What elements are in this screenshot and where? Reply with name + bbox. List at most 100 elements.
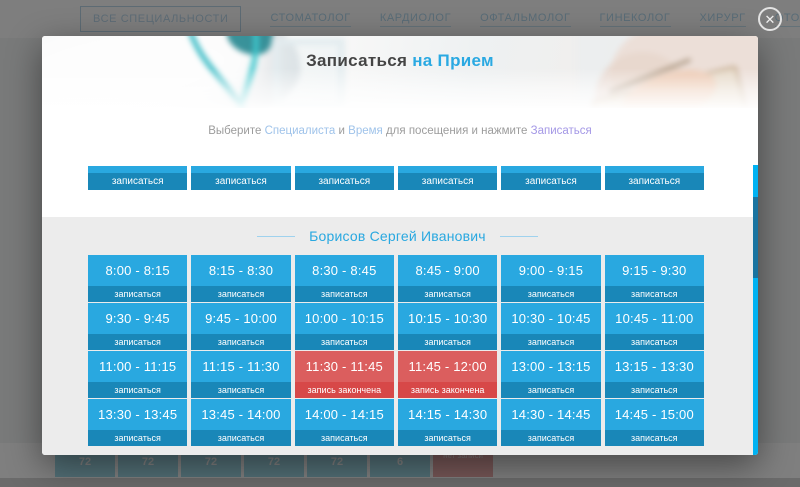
partial-slot-column: записаться	[294, 166, 394, 190]
doctor-heading: Борисов Сергей Иванович	[42, 228, 753, 244]
time-slot-row: 9:30 - 9:45 записаться 9:45 - 10:00 записат…	[88, 303, 704, 350]
instruction-segment: для посещения и нажмите	[382, 125, 531, 137]
slot-time-label: 10:30 - 10:45	[501, 303, 601, 334]
slot-action-label[interactable]: записаться	[501, 382, 601, 398]
instruction-segment: и	[335, 125, 349, 137]
slot-time-label: 9:30 - 9:45	[88, 303, 188, 334]
time-slot[interactable]: 14:15 - 14:30 записаться	[397, 399, 498, 446]
book-button[interactable]: записаться	[397, 173, 498, 190]
slot-time-label: 10:45 - 11:00	[604, 303, 704, 334]
modal-title: Записаться на Прием	[42, 51, 758, 71]
slot-action-label[interactable]: записаться	[294, 286, 394, 302]
heading-line-right	[499, 235, 538, 237]
time-slot[interactable]: 10:00 - 10:15 записаться	[294, 303, 394, 350]
slot-time-label: 10:00 - 10:15	[294, 303, 394, 334]
time-slot[interactable]: 14:45 - 15:00 записаться	[604, 399, 704, 446]
time-slot[interactable]: 13:30 - 13:45 записаться	[88, 399, 188, 446]
slot-action-label[interactable]: записаться	[294, 334, 394, 350]
slot-action-label[interactable]: записаться	[191, 382, 291, 398]
time-slot-row: 13:30 - 13:45 записаться 13:45 - 14:00 запи…	[88, 399, 704, 446]
instruction-text: Выберите Специалиста и Время для посещен…	[42, 125, 758, 137]
slot-action-label[interactable]: записаться	[294, 430, 394, 446]
partial-slot-column: записаться	[604, 166, 704, 190]
slot-time-label: 14:45 - 15:00	[604, 399, 704, 430]
time-slot[interactable]: 8:45 - 9:00 записаться	[397, 255, 498, 302]
slot-action-label[interactable]: записаться	[604, 382, 704, 398]
slot-action-label[interactable]: записаться	[88, 334, 188, 350]
time-slot[interactable]: 14:30 - 14:45 записаться	[501, 399, 601, 446]
book-button[interactable]: записаться	[294, 173, 394, 190]
scrollbar-thumb[interactable]	[753, 197, 758, 278]
book-button[interactable]: записаться	[191, 173, 291, 190]
slot-action-label[interactable]: записаться	[604, 286, 704, 302]
doctor-schedule-panel: Борисов Сергей Иванович 8:00 - 8:15 запис…	[42, 217, 753, 455]
slot-action-label[interactable]: записаться	[501, 286, 601, 302]
book-button[interactable]: записаться	[501, 173, 601, 190]
time-slot[interactable]: 9:00 - 9:15 записаться	[501, 255, 601, 302]
slot-action-label[interactable]: записаться	[501, 430, 601, 446]
slot-action-label[interactable]: записаться	[604, 334, 704, 350]
time-slot[interactable]: 10:30 - 10:45 записаться	[501, 303, 601, 350]
modal-title-part2: на Прием	[412, 51, 494, 70]
slot-time-label: 13:30 - 13:45	[88, 399, 188, 430]
partial-slot-top	[88, 166, 188, 173]
slot-time-label: 14:15 - 14:30	[397, 399, 498, 430]
slot-action-label[interactable]: записаться	[191, 334, 291, 350]
slot-action-label[interactable]: записаться	[88, 430, 188, 446]
appointment-modal: Записаться на Прием Выберите Специалиста…	[42, 36, 758, 455]
slot-action-label[interactable]: записаться	[397, 430, 498, 446]
photo-fade	[42, 36, 758, 108]
slot-action-label[interactable]: записаться	[397, 286, 498, 302]
slot-action-label[interactable]: записаться	[88, 382, 188, 398]
slot-time-label: 11:30 - 11:45	[294, 351, 394, 382]
time-slot[interactable]: 14:00 - 14:15 записаться	[294, 399, 394, 446]
slot-action-label[interactable]: записаться	[397, 334, 498, 350]
partial-slot-column: записаться	[397, 166, 498, 190]
time-slot[interactable]: 11:15 - 11:30 записаться	[191, 351, 291, 398]
book-button[interactable]: записаться	[604, 173, 704, 190]
partial-slot-top	[294, 166, 394, 173]
time-slot[interactable]: 9:15 - 9:30 записаться	[604, 255, 704, 302]
slot-time-label: 13:15 - 13:30	[604, 351, 704, 382]
slot-time-label: 14:00 - 14:15	[294, 399, 394, 430]
slot-action-label[interactable]: записаться	[191, 430, 291, 446]
header-photo	[42, 36, 758, 108]
slot-action-label[interactable]: записаться	[191, 286, 291, 302]
time-slot[interactable]: 8:15 - 8:30 записаться	[191, 255, 291, 302]
instruction-segment: Выберите	[208, 125, 265, 137]
time-slot[interactable]: 10:45 - 11:00 записаться	[604, 303, 704, 350]
time-slot[interactable]: 8:30 - 8:45 записаться	[294, 255, 394, 302]
partial-slot-top	[191, 166, 291, 173]
slot-time-label: 10:15 - 10:30	[397, 303, 498, 334]
instruction-segment[interactable]: Время	[348, 125, 383, 137]
time-slot[interactable]: 13:45 - 14:00 записаться	[191, 399, 291, 446]
close-icon[interactable]: ✕	[758, 7, 782, 31]
book-button[interactable]: записаться	[88, 173, 188, 190]
partial-slot-top	[397, 166, 498, 173]
time-slot-closed: 11:30 - 11:45 запись закончена	[294, 351, 394, 398]
time-slot[interactable]: 13:00 - 13:15 записаться	[501, 351, 601, 398]
instruction-segment[interactable]: Записаться	[530, 125, 592, 137]
slot-time-label: 8:15 - 8:30	[191, 255, 291, 286]
previous-doctor-partial-row: записаться записаться записаться записаться…	[88, 166, 704, 190]
partial-slot-column: записаться	[88, 166, 188, 190]
time-slot[interactable]: 13:15 - 13:30 записаться	[604, 351, 704, 398]
slot-time-label: 11:45 - 12:00	[397, 351, 498, 382]
time-slot-closed: 11:45 - 12:00 запись закончена	[397, 351, 498, 398]
scrollbar-track[interactable]	[753, 165, 758, 455]
slot-time-label: 9:00 - 9:15	[501, 255, 601, 286]
heading-line-left	[257, 235, 296, 237]
slot-action-label[interactable]: записаться	[88, 286, 188, 302]
time-slot[interactable]: 10:15 - 10:30 записаться	[397, 303, 498, 350]
time-slot[interactable]: 8:00 - 8:15 записаться	[88, 255, 188, 302]
modal-title-part1: Записаться	[306, 51, 408, 70]
slot-action-label: запись закончена	[397, 382, 498, 398]
time-slot[interactable]: 11:00 - 11:15 записаться	[88, 351, 188, 398]
slot-action-label[interactable]: записаться	[604, 430, 704, 446]
time-slot[interactable]: 9:45 - 10:00 записаться	[191, 303, 291, 350]
time-slot[interactable]: 9:30 - 9:45 записаться	[88, 303, 188, 350]
slot-time-label: 9:45 - 10:00	[191, 303, 291, 334]
slot-action-label[interactable]: записаться	[501, 334, 601, 350]
instruction-segment[interactable]: Специалиста	[264, 125, 336, 137]
partial-slot-column: записаться	[501, 166, 601, 190]
